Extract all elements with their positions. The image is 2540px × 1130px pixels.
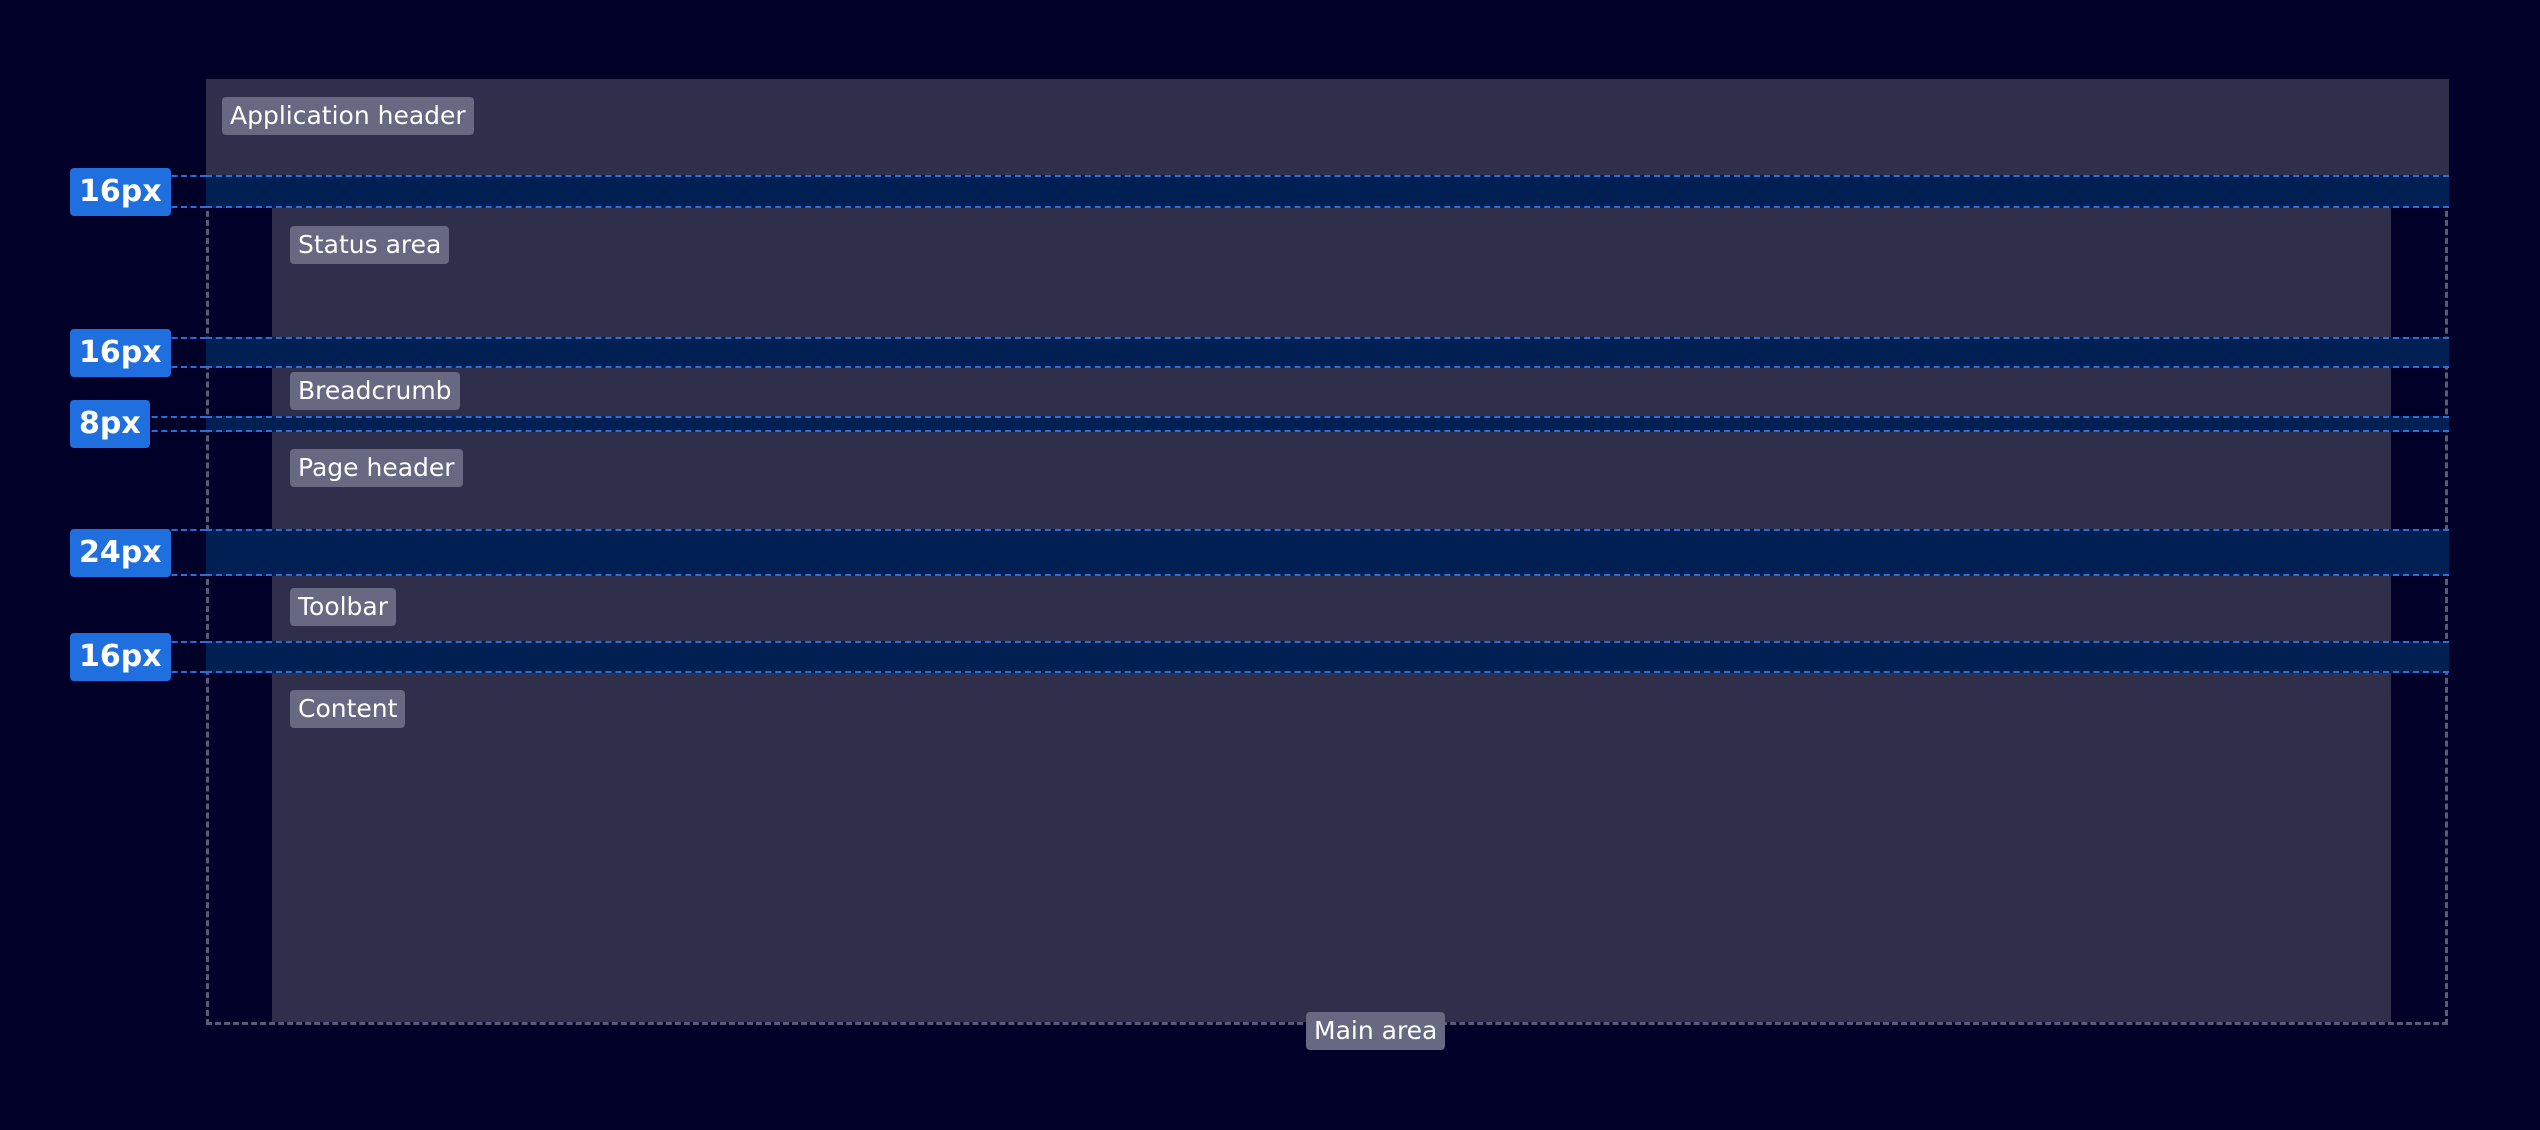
main-area-label: Main area [1306, 1012, 1446, 1050]
leader-line [162, 529, 206, 531]
status-area-label: Status area [290, 226, 450, 264]
page-header-area [272, 432, 2391, 529]
spacing-band-4 [206, 529, 2449, 576]
leader-line [162, 641, 206, 643]
spacing-band-1 [206, 175, 2449, 208]
toolbar-label: Toolbar [290, 588, 397, 626]
spacing-badge: 24px [70, 529, 171, 577]
page-header-label: Page header [290, 449, 463, 487]
application-header [206, 79, 2449, 175]
spacing-band-2 [206, 337, 2449, 368]
leader-line [142, 430, 206, 432]
spacing-badge: 16px [70, 633, 171, 681]
leader-line [162, 175, 206, 177]
spacing-badge: 16px [70, 329, 171, 377]
leader-line [162, 337, 206, 339]
leader-line [162, 671, 206, 673]
application-header-label: Application header [222, 97, 474, 135]
spacing-badge: 16px [70, 168, 171, 216]
breadcrumb-label: Breadcrumb [290, 372, 460, 410]
toolbar-area [272, 576, 2391, 641]
spacing-band-3 [206, 416, 2449, 432]
status-area [272, 208, 2391, 337]
leader-line [162, 574, 206, 576]
breadcrumb-area [272, 368, 2391, 416]
content-area [272, 673, 2391, 1022]
leader-line [162, 206, 206, 208]
spacing-band-5 [206, 641, 2449, 673]
spacing-badge: 8px [70, 400, 150, 448]
leader-line [142, 416, 206, 418]
leader-line [162, 366, 206, 368]
content-label: Content [290, 690, 406, 728]
